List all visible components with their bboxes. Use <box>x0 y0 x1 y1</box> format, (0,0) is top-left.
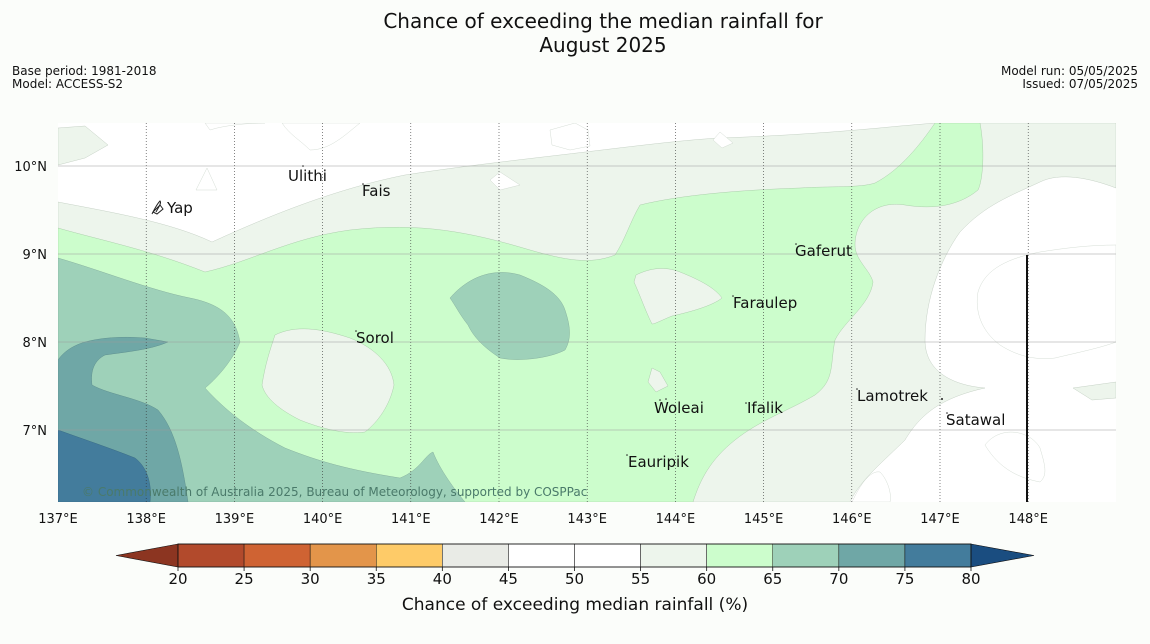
contour-55-60-sorol <box>261 328 395 433</box>
place-eauripik: Eauripik <box>628 453 689 471</box>
colorbar-blocks <box>177 543 972 568</box>
colorbar-block <box>376 543 443 568</box>
longitude-label: 146°E <box>832 512 872 527</box>
meta-left: Base period: 1981-2018 Model: ACCESS-S2 <box>12 65 157 91</box>
colorbar-block <box>838 543 906 568</box>
place-faraulep: Faraulep <box>733 294 797 312</box>
colorbar-block <box>706 543 774 568</box>
place-ifalik: Ifalik <box>747 399 783 417</box>
atoll-dots <box>302 165 948 456</box>
gridlines <box>58 123 1116 502</box>
title-line-2: August 2025 <box>539 33 667 57</box>
place-lamotrek: Lamotrek <box>857 387 928 405</box>
contour-45-55-se2 <box>851 471 891 502</box>
latitude-labels: 10°N 9°N 8°N 7°N <box>14 160 47 439</box>
colorbar-block <box>243 543 311 568</box>
longitude-label: 148°E <box>1008 512 1048 527</box>
longitude-label: 145°E <box>744 512 784 527</box>
colorbar-tick-label: 25 <box>235 570 254 588</box>
place-yap: Yap <box>166 199 193 217</box>
longitude-label: 137°E <box>38 512 78 527</box>
meta-right: Model run: 05/05/2025 Issued: 07/05/2025 <box>1001 65 1138 91</box>
colorbar-block <box>772 543 840 568</box>
yap-island-shape <box>151 200 164 215</box>
colorbar-tick-label: 30 <box>301 570 320 588</box>
contour-75-80 <box>58 429 151 502</box>
longitude-labels: 137°E 138°E 139°E 140°E 141°E 142°E 143°E 144°E… <box>38 512 1048 527</box>
longitude-label: 147°E <box>920 512 960 527</box>
colorbar-tick-label: 40 <box>433 570 452 588</box>
contour-45-55-small1 <box>489 171 521 191</box>
colorbar-block <box>177 543 245 568</box>
latitude-label: 8°N <box>23 336 48 351</box>
contour-55-60-top <box>58 125 109 166</box>
colorbar-over-arrow <box>970 543 1035 568</box>
colorbar-tick-label: 50 <box>565 570 584 588</box>
contour-45-55-top2 <box>281 123 361 151</box>
base-period-text: Base period: 1981-2018 <box>12 64 157 78</box>
colorbar-tick-label: 80 <box>961 570 980 588</box>
longitude-label: 141°E <box>391 512 431 527</box>
contour-45-55-bay <box>549 123 591 151</box>
contour-45-55-small2 <box>712 131 734 149</box>
place-labels: Ulithi Fais Yap Gaferut Faraulep Sorol L… <box>166 167 1005 471</box>
latitude-label: 9°N <box>23 248 48 263</box>
colorbar-label: Chance of exceeding median rainfall (%) <box>402 595 748 615</box>
contour-45-55-small3 <box>195 167 218 191</box>
colorbar-tick-label: 60 <box>697 570 716 588</box>
copyright-notice: © Commonwealth of Australia 2025, Bureau… <box>82 485 587 499</box>
colorbar-block <box>508 543 575 568</box>
longitude-label: 142°E <box>479 512 519 527</box>
place-sorol: Sorol <box>356 329 394 347</box>
place-satawal: Satawal <box>946 411 1005 429</box>
contour-55-60-east <box>1072 381 1116 401</box>
colorbar: 20 25 30 35 40 45 50 55 60 65 70 75 80 Chance of exc… <box>115 543 1035 615</box>
colorbar-under-arrow <box>115 543 179 568</box>
colorbar-tick-label: 55 <box>631 570 650 588</box>
colorbar-tick-label: 70 <box>829 570 848 588</box>
colorbar-tick-label: 65 <box>763 570 782 588</box>
longitude-label: 138°E <box>126 512 166 527</box>
colorbar-tick-label: 20 <box>168 570 187 588</box>
place-woleai: Woleai <box>654 399 704 417</box>
map-title: Chance of exceeding the median rainfall … <box>0 9 1150 57</box>
model-run-text: Model run: 05/05/2025 <box>1000 64 1138 78</box>
colorbar-block <box>442 543 509 568</box>
title-line-1: Chance of exceeding the median rainfall … <box>383 9 823 33</box>
model-text: Model: ACCESS-S2 <box>12 77 124 91</box>
colorbar-tick-label: 35 <box>367 570 386 588</box>
colorbar-block <box>904 543 972 568</box>
colorbar-block <box>309 543 377 568</box>
colorbar-block <box>640 543 707 568</box>
longitude-label: 139°E <box>215 512 255 527</box>
contour-65-70-centre <box>449 272 570 360</box>
longitude-label: 143°E <box>567 512 607 527</box>
latitude-label: 7°N <box>23 424 48 439</box>
longitude-label: 140°E <box>303 512 343 527</box>
place-ulithi: Ulithi <box>288 167 327 185</box>
colorbar-block <box>574 543 641 568</box>
latitude-label: 10°N <box>14 160 47 175</box>
contour-45-55-top <box>204 123 266 131</box>
place-gaferut: Gaferut <box>795 242 852 260</box>
contour-45-55-east <box>977 244 1116 359</box>
contour-45-55-se <box>984 431 1046 483</box>
colorbar-tick-label: 75 <box>895 570 914 588</box>
colorbar-tick-label: 45 <box>499 570 518 588</box>
contour-55-60-faraulep <box>633 268 723 325</box>
contour-55-60-woleai <box>647 367 669 393</box>
colorbar-ticks: 20 25 30 35 40 45 50 55 60 65 70 75 80 <box>168 567 981 588</box>
issued-text: Issued: 07/05/2025 <box>1022 77 1138 91</box>
place-fais: Fais <box>362 182 391 200</box>
longitude-label: 144°E <box>656 512 696 527</box>
